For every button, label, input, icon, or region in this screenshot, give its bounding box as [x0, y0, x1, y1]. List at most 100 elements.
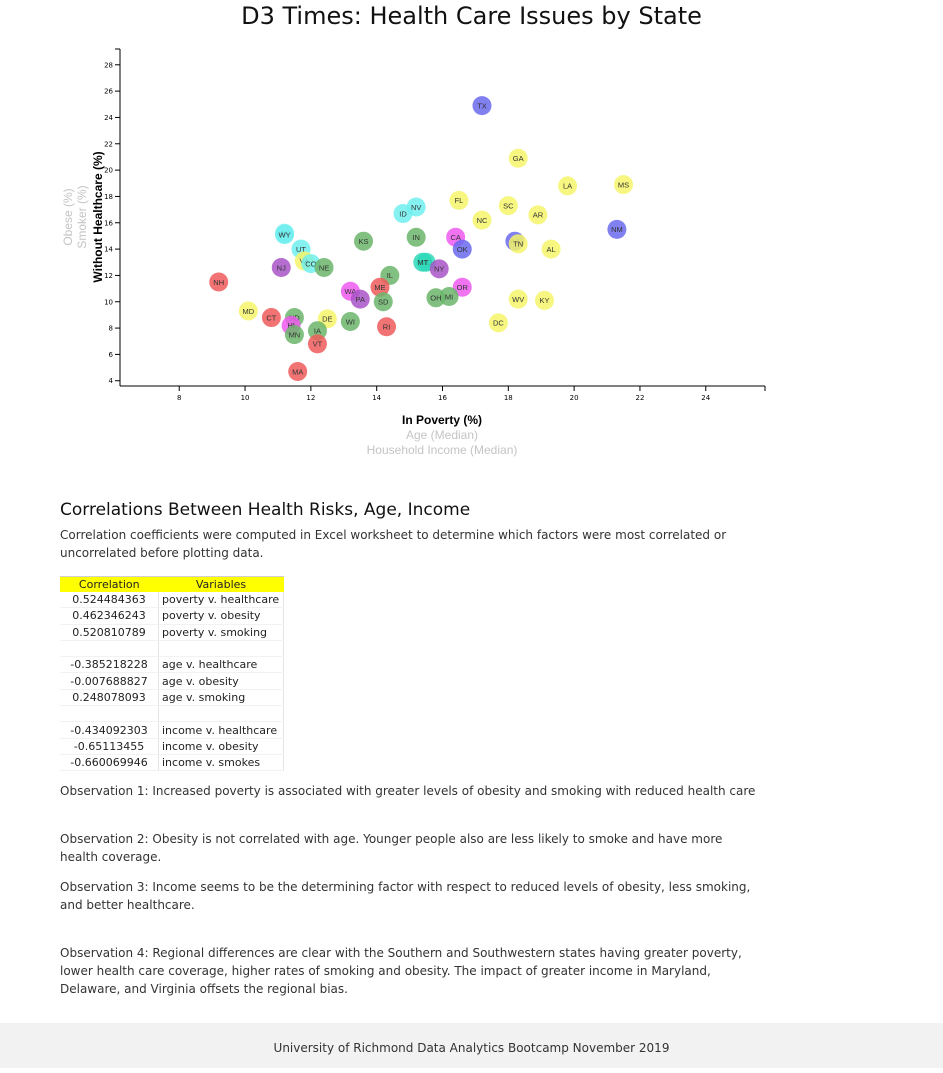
- state-circle[interactable]: [350, 289, 370, 309]
- x-axis-label-age[interactable]: Age (Median): [406, 428, 478, 442]
- state-circle[interactable]: [429, 259, 449, 279]
- x-axis-label-poverty[interactable]: In Poverty (%): [402, 413, 482, 427]
- state-label: DC: [493, 319, 504, 328]
- state-circle[interactable]: [472, 210, 492, 230]
- state-circle[interactable]: [508, 234, 528, 254]
- state-circle[interactable]: [261, 308, 281, 328]
- state-point-tn[interactable]: TN: [508, 234, 528, 254]
- state-point-al[interactable]: AL: [541, 239, 561, 259]
- state-circle[interactable]: [472, 96, 492, 116]
- state-circle[interactable]: [340, 311, 360, 331]
- y-tick-label: 12: [104, 272, 113, 280]
- state-circle[interactable]: [377, 317, 397, 337]
- state-circle[interactable]: [238, 301, 258, 321]
- correlation-variables: [158, 705, 284, 723]
- state-circle[interactable]: [271, 258, 291, 278]
- state-point-mt[interactable]: MT: [413, 252, 433, 272]
- state-label: AL: [547, 245, 556, 254]
- state-point-ri[interactable]: RI: [377, 317, 397, 337]
- state-label: MA: [292, 367, 303, 376]
- state-circle[interactable]: [370, 277, 390, 297]
- state-circle[interactable]: [406, 227, 426, 247]
- state-point-nc[interactable]: NC: [472, 210, 492, 230]
- state-point-ma[interactable]: MA: [288, 362, 308, 382]
- state-point-ct[interactable]: CT: [261, 308, 281, 328]
- observation-4: Observation 4: Regional differences are …: [60, 946, 742, 996]
- state-circle[interactable]: [452, 277, 472, 297]
- state-circle[interactable]: [541, 239, 561, 259]
- correlations-section: Correlations Between Health Risks, Age, …: [60, 500, 760, 562]
- state-circle[interactable]: [452, 239, 472, 259]
- state-point-id[interactable]: ID: [393, 204, 413, 224]
- state-circle[interactable]: [209, 272, 229, 292]
- state-circle[interactable]: [284, 325, 304, 345]
- state-point-ne[interactable]: NE: [314, 258, 334, 278]
- state-label: CT: [266, 313, 276, 322]
- state-label: NH: [213, 278, 224, 287]
- state-point-ny[interactable]: NY: [429, 259, 449, 279]
- state-circle[interactable]: [528, 205, 548, 225]
- state-circle[interactable]: [613, 175, 633, 195]
- state-point-ga[interactable]: GA: [508, 148, 528, 168]
- observation-3: Observation 3: Income seems to be the de…: [60, 880, 751, 912]
- state-circle[interactable]: [607, 219, 627, 239]
- state-point-oh[interactable]: OH: [426, 288, 446, 308]
- state-circle[interactable]: [426, 288, 446, 308]
- state-circle[interactable]: [535, 290, 555, 310]
- state-point-ms[interactable]: MS: [613, 175, 633, 195]
- state-circle[interactable]: [354, 231, 374, 251]
- state-point-me[interactable]: ME: [370, 277, 390, 297]
- x-axis: 8 10 12 14 16 18 20 22 24: [120, 385, 766, 402]
- state-point-ia[interactable]: IA: [307, 321, 327, 341]
- state-point-sc[interactable]: SC: [498, 196, 518, 216]
- state-point-la[interactable]: LA: [558, 176, 578, 196]
- correlation-variables: poverty v. healthcare: [158, 592, 284, 609]
- state-point-ok[interactable]: OK: [452, 239, 472, 259]
- state-point-or[interactable]: OR: [452, 277, 472, 297]
- state-circle[interactable]: [413, 252, 433, 272]
- state-circle[interactable]: [288, 362, 308, 382]
- table-row: 0.248078093 age v. smoking: [60, 689, 284, 707]
- state-point-wi[interactable]: WI: [340, 311, 360, 331]
- state-label: MT: [417, 258, 428, 267]
- y-axis-label-smoker[interactable]: Smoker (%): [75, 185, 89, 248]
- state-point-nm[interactable]: NM: [607, 219, 627, 239]
- state-circle[interactable]: [449, 190, 469, 210]
- correlation-value: 0.462346243: [60, 607, 159, 625]
- state-point-tx[interactable]: TX: [472, 96, 492, 116]
- x-axis-label-income[interactable]: Household Income (Median): [367, 443, 518, 457]
- state-point-md[interactable]: MD: [238, 301, 258, 321]
- state-circle[interactable]: [314, 258, 334, 278]
- state-point-ar[interactable]: AR: [528, 205, 548, 225]
- state-circle[interactable]: [275, 225, 295, 245]
- state-point-ky[interactable]: KY: [535, 290, 555, 310]
- state-circle[interactable]: [508, 289, 528, 309]
- x-tick-label: 24: [701, 394, 710, 402]
- state-point-vt[interactable]: VT: [307, 334, 327, 354]
- state-circle[interactable]: [393, 204, 413, 224]
- state-label: OR: [457, 283, 469, 292]
- y-axis-label-obese[interactable]: Obese (%): [61, 188, 75, 245]
- state-point-nh[interactable]: NH: [209, 272, 229, 292]
- state-point-wv[interactable]: WV: [508, 289, 528, 309]
- correlation-value: 0.520810789: [60, 624, 159, 641]
- state-point-fl[interactable]: FL: [449, 190, 469, 210]
- state-point-wy[interactable]: WY: [275, 225, 295, 245]
- state-point-in[interactable]: IN: [406, 227, 426, 247]
- state-circle[interactable]: [498, 196, 518, 216]
- state-circle[interactable]: [488, 313, 508, 333]
- state-point-mn[interactable]: MN: [284, 325, 304, 345]
- state-circle[interactable]: [373, 292, 393, 312]
- state-label: HI: [287, 321, 295, 330]
- state-circle[interactable]: [508, 148, 528, 168]
- state-point-pa[interactable]: PA: [350, 289, 370, 309]
- state-circle[interactable]: [558, 176, 578, 196]
- correlation-variables: income v. smokes: [158, 754, 284, 772]
- state-point-sd[interactable]: SD: [373, 292, 393, 312]
- state-point-nj[interactable]: NJ: [271, 258, 291, 278]
- y-axis-label-healthcare[interactable]: Without Healthcare (%): [91, 151, 105, 282]
- state-circle[interactable]: [307, 321, 327, 341]
- state-circle[interactable]: [307, 334, 327, 354]
- state-point-dc[interactable]: DC: [488, 313, 508, 333]
- state-point-ks[interactable]: KS: [354, 231, 374, 251]
